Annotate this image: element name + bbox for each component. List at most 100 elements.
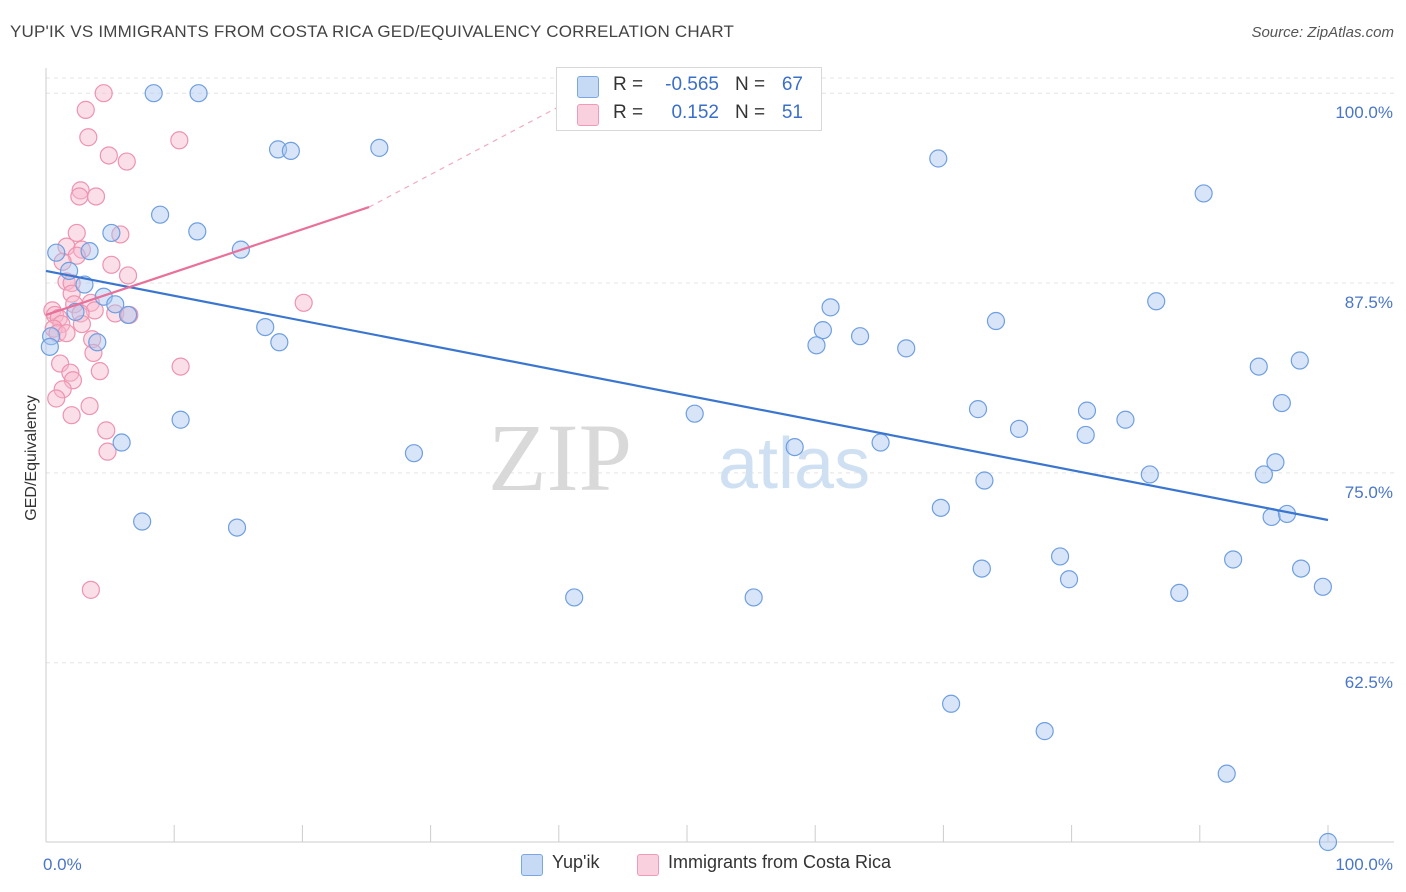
yupik-point (102, 223, 121, 243)
yupik-point (685, 404, 704, 423)
y-tick-label: 62.5% (1345, 673, 1393, 692)
legend-swatch-yupik (521, 854, 543, 876)
yupik-point (40, 337, 59, 356)
yupik-point (88, 333, 107, 352)
yupik-point (106, 295, 125, 314)
costa-rica-point (57, 237, 76, 256)
legend-swatch-costa-rica (637, 854, 659, 876)
yupik-point (931, 498, 950, 517)
costa-rica-point (67, 223, 86, 243)
yupik-point (188, 222, 207, 241)
costa-rica-point (111, 225, 130, 244)
yupik-point (1009, 419, 1029, 438)
yupik-point (404, 444, 424, 463)
yupik-point (897, 339, 916, 358)
yupik-point (270, 333, 289, 352)
costa-rica-point (47, 389, 66, 408)
costa-rica-point (98, 442, 117, 461)
legend-n-label: N = (735, 102, 766, 123)
costa-rica-point (71, 181, 90, 200)
costa-rica-point (53, 380, 72, 399)
yupik-point (850, 327, 870, 346)
legend-r-value: -0.565 (665, 74, 719, 95)
yupik-point (968, 400, 988, 419)
yupik-point (929, 149, 948, 168)
yupik-point (1318, 832, 1338, 852)
costa-rica-point (102, 255, 121, 274)
costa-rica-point (57, 324, 76, 343)
series-legend: Yup'ik Immigrants from Costa Rica (0, 852, 1406, 878)
yupik-point (150, 205, 170, 224)
yupik-point (871, 433, 890, 452)
legend-row-costa-rica: R = 0.152 N = 51 (557, 100, 821, 128)
series-costa-rica-points (43, 84, 313, 599)
yupik-point (1116, 410, 1135, 429)
costa-rica-point (76, 100, 95, 119)
legend-r-value: 0.152 (671, 102, 719, 123)
yupik-point (1035, 722, 1054, 741)
chart-title: YUP'IK VS IMMIGRANTS FROM COSTA RICA GED… (10, 22, 735, 41)
costa-rica-point (85, 301, 104, 320)
x-tick-label: 0.0% (43, 855, 82, 874)
yupik-point (1140, 465, 1159, 484)
yupik-point (1050, 547, 1070, 566)
legend-r-label: R = (613, 102, 644, 123)
watermark: ZIP atlas (488, 404, 870, 511)
yupik-point (1217, 764, 1236, 783)
yupik-point (1290, 351, 1309, 370)
series-yupik-points (40, 84, 1338, 852)
costa-rica-point (97, 421, 116, 440)
costa-rica-point (79, 128, 98, 147)
axes (45, 68, 1394, 843)
legend-swatch-costa-rica (577, 104, 599, 126)
yupik-point (972, 559, 991, 578)
costa-rica-point (118, 266, 138, 285)
y-tick-label: 87.5% (1345, 293, 1393, 312)
costa-rica-point (65, 295, 84, 314)
costa-rica-point (90, 362, 109, 381)
yupik-point (1249, 357, 1268, 376)
yupik-point (986, 311, 1006, 331)
yupik-point (144, 84, 163, 103)
yupik-point (941, 694, 961, 713)
costa-rica-point (94, 84, 113, 103)
yupik-point (370, 138, 389, 157)
costa-rica-point (70, 187, 89, 206)
watermark-atlas: atlas (718, 424, 870, 504)
costa-rica-point (62, 406, 81, 425)
costa-rica-point (80, 396, 99, 416)
trend-line-costa-rica-extension (368, 92, 585, 208)
y-tick-label: 100.0% (1335, 103, 1393, 122)
trend-line-costa-rica (45, 206, 370, 316)
yupik-point (47, 243, 66, 262)
yupik-point (256, 317, 275, 337)
costa-rica-point (62, 284, 81, 303)
costa-rica-point (117, 152, 136, 171)
yupik-point (171, 410, 190, 429)
yupik-point (189, 84, 208, 103)
costa-rica-point (63, 371, 83, 390)
legend-label-yupik: Yup'ik (552, 852, 600, 872)
costa-rica-point (53, 252, 72, 271)
source-credit: Source: ZipAtlas.com (1251, 24, 1394, 41)
costa-rica-point (81, 580, 100, 599)
yupik-point (112, 433, 131, 452)
legend-n-label: N = (735, 74, 766, 95)
legend-label-costa-rica: Immigrants from Costa Rica (668, 852, 892, 872)
costa-rica-point (170, 131, 189, 150)
yupik-point (1170, 583, 1189, 603)
yupik-point (821, 298, 840, 317)
costa-rica-point (83, 330, 102, 349)
yupik-point (80, 242, 99, 261)
stats-legend: R = -0.565 N = 67 R = 0.152 N = 51 (556, 67, 822, 131)
y-axis-label: GED/Equivalency (23, 395, 40, 520)
yupik-point (744, 588, 763, 607)
legend-r-label: R = (613, 74, 644, 95)
costa-rica-point (86, 187, 106, 206)
yupik-point (1194, 184, 1213, 203)
yupik-point (1224, 550, 1243, 569)
yupik-point (807, 336, 826, 355)
yupik-point (227, 518, 247, 537)
watermark-zip: ZIP (488, 404, 632, 511)
yupik-point (118, 305, 138, 325)
